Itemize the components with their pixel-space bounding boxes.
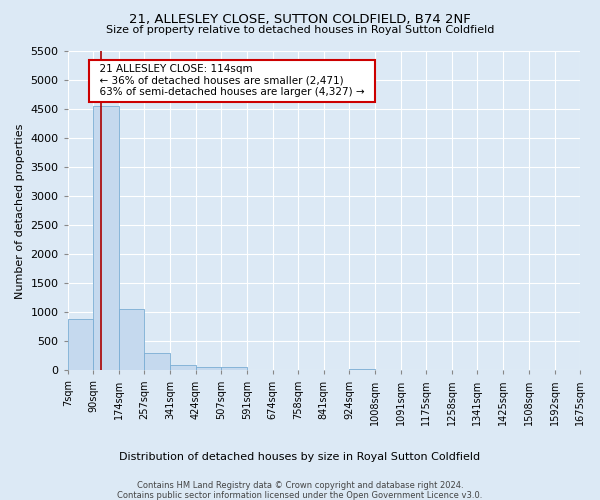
- Bar: [68, 320, 93, 370]
- Bar: [145, 353, 170, 370]
- Text: Distribution of detached houses by size in Royal Sutton Coldfield: Distribution of detached houses by size …: [119, 452, 481, 462]
- Y-axis label: Number of detached properties: Number of detached properties: [15, 124, 25, 298]
- Text: 21 ALLESLEY CLOSE: 114sqm
  ← 36% of detached houses are smaller (2,471)
  63% o: 21 ALLESLEY CLOSE: 114sqm ← 36% of detac…: [93, 64, 371, 98]
- Bar: [119, 309, 145, 370]
- Bar: [170, 365, 196, 370]
- Text: Contains HM Land Registry data © Crown copyright and database right 2024.: Contains HM Land Registry data © Crown c…: [137, 481, 463, 490]
- Bar: [93, 106, 119, 370]
- Bar: [349, 368, 375, 370]
- Text: 21, ALLESLEY CLOSE, SUTTON COLDFIELD, B74 2NF: 21, ALLESLEY CLOSE, SUTTON COLDFIELD, B7…: [129, 12, 471, 26]
- Text: Size of property relative to detached houses in Royal Sutton Coldfield: Size of property relative to detached ho…: [106, 25, 494, 35]
- Text: Contains public sector information licensed under the Open Government Licence v3: Contains public sector information licen…: [118, 491, 482, 500]
- Bar: [221, 368, 247, 370]
- Bar: [196, 366, 221, 370]
